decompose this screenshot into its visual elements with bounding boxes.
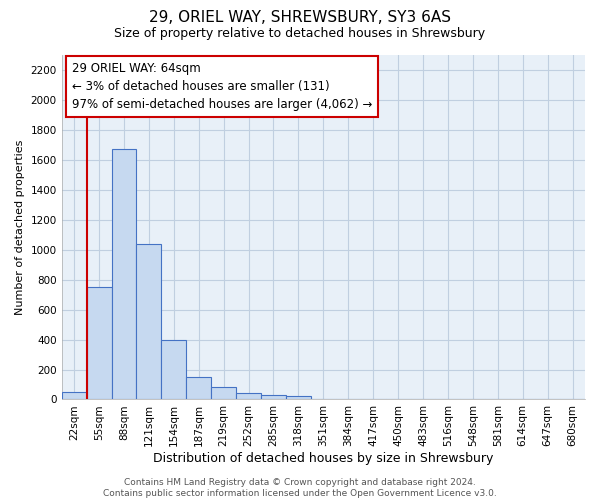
Bar: [161, 340, 186, 400]
Text: 29 ORIEL WAY: 64sqm
← 3% of detached houses are smaller (131)
97% of semi-detach: 29 ORIEL WAY: 64sqm ← 3% of detached hou…: [72, 62, 373, 111]
Bar: [136, 244, 161, 400]
Bar: [286, 396, 311, 400]
Text: 29, ORIEL WAY, SHREWSBURY, SY3 6AS: 29, ORIEL WAY, SHREWSBURY, SY3 6AS: [149, 10, 451, 25]
Bar: [186, 377, 211, 400]
Y-axis label: Number of detached properties: Number of detached properties: [15, 140, 25, 315]
Bar: [211, 388, 236, 400]
X-axis label: Distribution of detached houses by size in Shrewsbury: Distribution of detached houses by size …: [153, 452, 494, 465]
Text: Size of property relative to detached houses in Shrewsbury: Size of property relative to detached ho…: [115, 28, 485, 40]
Bar: [62, 392, 86, 400]
Bar: [236, 394, 261, 400]
Bar: [86, 287, 112, 400]
Bar: [112, 150, 136, 400]
Bar: [261, 395, 286, 400]
Text: Contains HM Land Registry data © Crown copyright and database right 2024.
Contai: Contains HM Land Registry data © Crown c…: [103, 478, 497, 498]
